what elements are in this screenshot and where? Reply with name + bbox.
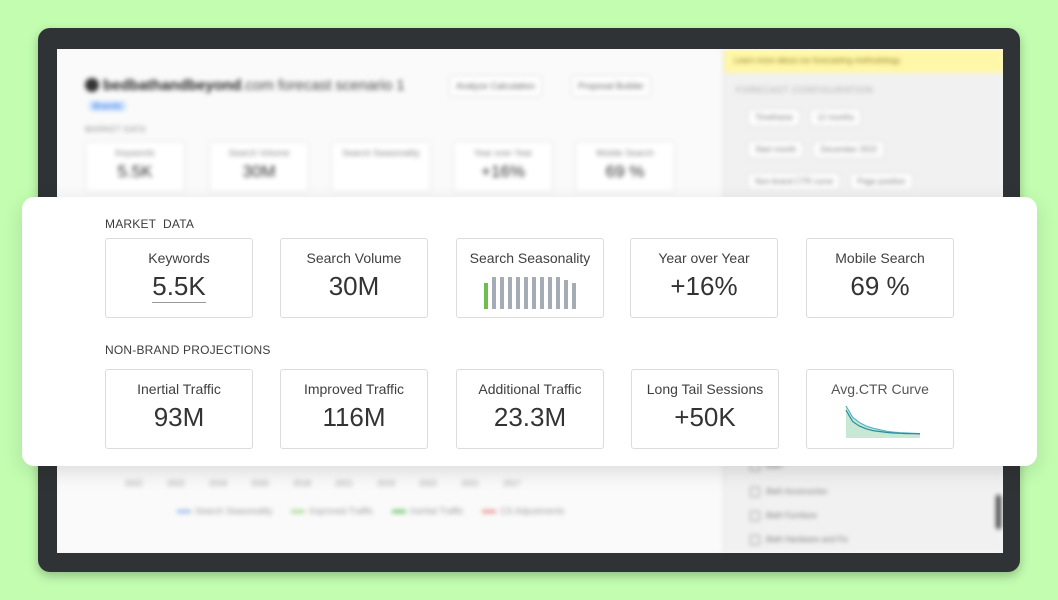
bg-row-bath-accessories[interactable]: Bath Accessories xyxy=(750,487,828,497)
card-value: 23.3M xyxy=(493,402,567,432)
seasonality-bar xyxy=(532,277,536,309)
bg-field-timeframe[interactable]: Timeframe 12 months xyxy=(738,109,862,126)
card-value: 69 % xyxy=(850,271,910,301)
seasonality-bar xyxy=(508,277,512,309)
seasonality-bar xyxy=(484,283,488,309)
bg-scenario-title: bedbathandbeyond.com forecast scenario 1 xyxy=(85,77,405,94)
seasonality-bar xyxy=(540,277,544,309)
card-label: Avg.CTR Curve xyxy=(831,381,929,397)
ctr-area xyxy=(846,406,920,438)
card-label: Inertial Traffic xyxy=(137,381,221,397)
card-mobile-search: Mobile Search 69 % xyxy=(806,238,954,318)
seasonality-bar xyxy=(524,277,528,309)
card-label: Improved Traffic xyxy=(303,381,405,397)
projections-heading: NON-BRAND PROJECTIONS xyxy=(105,343,271,357)
bg-field-start-month[interactable]: Start month December 2022 xyxy=(738,141,885,158)
bg-chart-legend: Search Seasonality Improved Traffic Iner… xyxy=(161,506,564,516)
card-label: Mobile Search xyxy=(835,250,925,266)
ctr-curve-chart xyxy=(845,405,921,438)
bg-scrollbar[interactable] xyxy=(996,495,1001,529)
bg-row-bath-hardware[interactable]: Bath Hardware and Fix xyxy=(750,535,848,545)
card-label: Long Tail Sessions xyxy=(646,381,764,397)
market-data-heading: MARKET DATA xyxy=(105,217,195,231)
card-value: 30M xyxy=(328,271,380,301)
bg-proposal-button[interactable]: Proposal Builder xyxy=(571,75,652,97)
seasonality-bar xyxy=(500,277,504,309)
ctr-line-inertial xyxy=(845,409,921,435)
seasonality-bar xyxy=(564,280,568,309)
metrics-panel: MARKET DATA Keywords 5.5K Search Volume … xyxy=(22,197,1037,466)
bg-site-icon xyxy=(85,78,99,92)
card-label: Keywords xyxy=(148,250,210,266)
card-value: +16% xyxy=(670,271,738,301)
card-additional-traffic: Additional Traffic 23.3M xyxy=(456,369,604,449)
bg-chart-axis: 2022 2022 2019 2020 2018 2021 2019 2022 … xyxy=(125,479,521,488)
bg-market-data-label: MARKET DATA xyxy=(85,125,147,134)
bg-card-yoy: Year over Year +16% xyxy=(453,141,553,193)
bg-analyze-button[interactable]: Analyze Calculation xyxy=(449,75,543,97)
bg-card-mobile: Mobile Search 69 % xyxy=(575,141,675,193)
bg-card-seasonality: Search Seasonality xyxy=(331,141,431,193)
card-keywords: Keywords 5.5K xyxy=(105,238,253,318)
card-value: 93M xyxy=(153,402,205,432)
card-year-over-year: Year over Year +16% xyxy=(630,238,778,318)
seasonality-bar xyxy=(516,277,520,309)
card-label: Year over Year xyxy=(658,250,750,266)
bg-field-ctr-curve[interactable]: Non-brand CTR curve Page position xyxy=(738,173,913,190)
card-inertial-traffic: Inertial Traffic 93M xyxy=(105,369,253,449)
seasonality-bar xyxy=(548,277,552,309)
card-label: Additional Traffic xyxy=(478,381,582,397)
card-avg-ctr-curve: Avg.CTR Curve xyxy=(806,369,954,449)
seasonality-bar-chart xyxy=(484,277,580,309)
card-label: Search Seasonality xyxy=(469,250,591,266)
card-label: Search Volume xyxy=(306,250,402,266)
seasonality-bar xyxy=(492,277,496,309)
card-search-volume: Search Volume 30M xyxy=(280,238,428,318)
bg-subtitle: Brands xyxy=(85,101,126,111)
seasonality-bar xyxy=(556,277,560,309)
card-long-tail-sessions: Long Tail Sessions +50K xyxy=(631,369,779,449)
seasonality-bar xyxy=(572,283,576,309)
card-value: +50K xyxy=(674,402,736,432)
bg-config-heading: FORECAST CONFIGURATION xyxy=(736,85,874,95)
card-improved-traffic: Improved Traffic 116M xyxy=(280,369,428,449)
bg-card-search-volume: Search Volume 30M xyxy=(209,141,309,193)
bg-notice-banner: Learn more about our forecasting methodo… xyxy=(724,49,1003,73)
card-value: 116M xyxy=(322,402,386,432)
card-value: 5.5K xyxy=(152,271,206,303)
bg-card-keywords: Keywords 5.5K xyxy=(85,141,185,193)
card-search-seasonality: Search Seasonality xyxy=(456,238,604,318)
bg-row-bath-furniture[interactable]: Bath Furniture xyxy=(750,511,817,521)
